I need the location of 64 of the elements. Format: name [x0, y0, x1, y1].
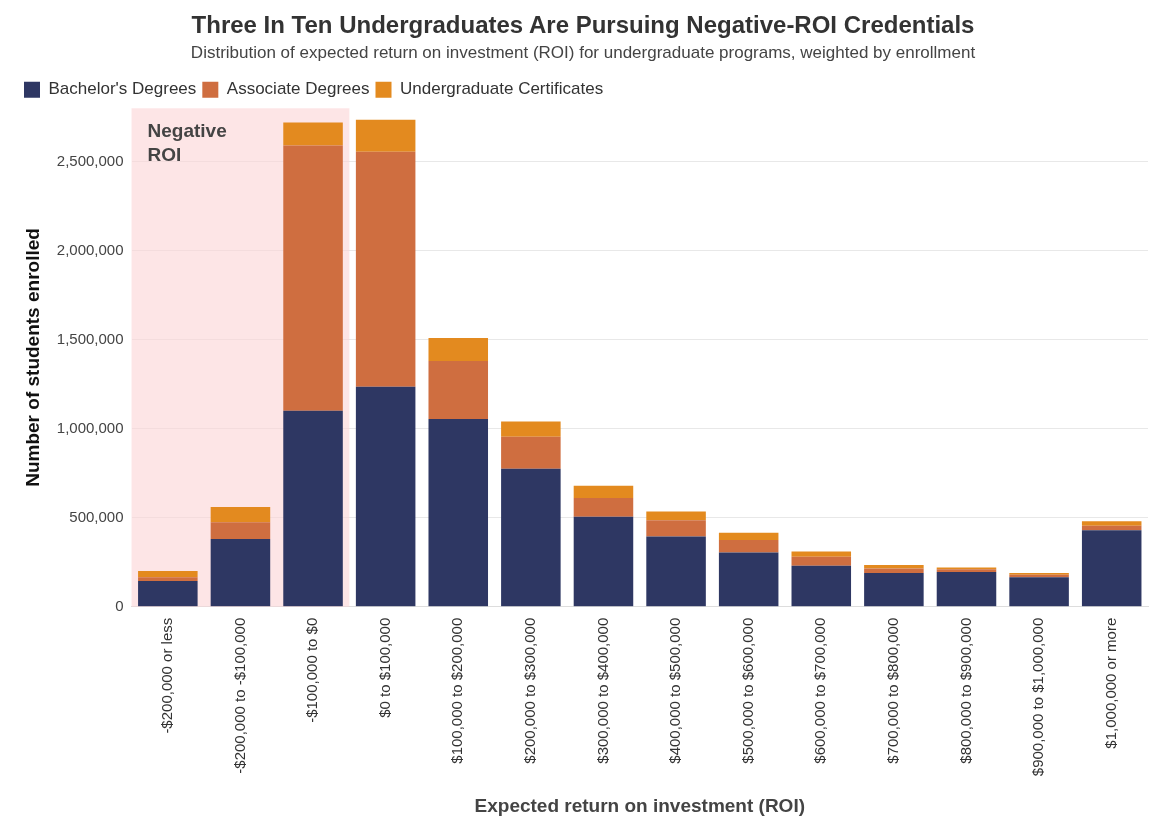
- bar: [1081, 530, 1142, 607]
- bar: [138, 571, 198, 578]
- x-tick-label: $0 to $100,000: [375, 617, 393, 718]
- x-tick-label: $100,000 to $200,000: [448, 617, 466, 764]
- bar: [210, 507, 271, 523]
- legend-label: Associate Degrees: [226, 79, 370, 99]
- y-tick-label: 2,000,000: [56, 240, 124, 258]
- bar: [355, 151, 416, 387]
- bar: [283, 122, 343, 146]
- y-tick-label: 1,500,000: [56, 329, 124, 347]
- chart-title: Three In Ten Undergraduates Are Pursuing Negative-ROI Credentials: [191, 11, 975, 39]
- x-tick-label: $1,000,000 or more: [1101, 617, 1119, 749]
- bar: [936, 572, 997, 607]
- x-tick-label: -$200,000 to -$100,000: [230, 617, 248, 774]
- bar: [355, 386, 416, 607]
- bar: [138, 577, 198, 581]
- bar: [1081, 521, 1142, 526]
- bar: [1009, 577, 1069, 607]
- x-tick-label: $600,000 to $700,000: [811, 617, 829, 764]
- y-tick-label: 2,500,000: [56, 151, 124, 169]
- x-tick-label: $400,000 to $500,000: [666, 617, 684, 764]
- bar: [501, 436, 561, 469]
- bar: [864, 568, 924, 573]
- bar: [646, 520, 706, 537]
- bar: [283, 410, 343, 607]
- legend-label: Bachelor's Degrees: [48, 79, 197, 99]
- bar: [573, 516, 634, 607]
- bar: [283, 145, 343, 411]
- x-tick-label: $300,000 to $400,000: [593, 617, 611, 764]
- x-tick-label: $800,000 to $900,000: [956, 617, 974, 764]
- x-tick-label: $900,000 to $1,000,000: [1029, 617, 1047, 777]
- x-tick-label: -$200,000 or less: [157, 617, 175, 734]
- bar: [718, 552, 779, 607]
- y-tick-label: 1,000,000: [56, 418, 124, 436]
- x-tick-label: $700,000 to $800,000: [884, 617, 902, 764]
- bar: [573, 485, 634, 499]
- y-axis-title: Number of students enrolled: [21, 228, 43, 487]
- bar: [501, 468, 561, 607]
- bar: [791, 556, 852, 566]
- legend-label: Undergraduate Certificates: [400, 79, 604, 99]
- bar: [428, 418, 489, 607]
- bar: [718, 539, 779, 553]
- bar: [501, 421, 561, 437]
- bar: [573, 498, 634, 517]
- y-tick-label: 500,000: [69, 507, 124, 525]
- bar: [864, 572, 924, 607]
- bar: [791, 551, 852, 557]
- bar: [718, 532, 779, 540]
- bar: [210, 522, 271, 540]
- y-tick-label: 0: [115, 596, 124, 614]
- bar: [428, 337, 489, 362]
- bar: [355, 119, 416, 152]
- chart-subtitle: Distribution of expected return on investment (ROI) for undergraduate programs, weighted by enrollment: [190, 42, 976, 62]
- band-label: Negative ROI: [147, 119, 227, 165]
- bar: [210, 539, 271, 607]
- x-tick-label: -$100,000 to $0: [303, 617, 321, 723]
- bar: [138, 580, 198, 607]
- x-tick-label: $200,000 to $300,000: [521, 617, 538, 764]
- bar: [646, 536, 706, 607]
- bar: [428, 361, 489, 419]
- x-axis-title: Expected return on investment (ROI): [474, 794, 805, 816]
- bar: [791, 565, 852, 607]
- x-tick-label: $500,000 to $600,000: [738, 617, 756, 764]
- bar: [646, 511, 706, 521]
